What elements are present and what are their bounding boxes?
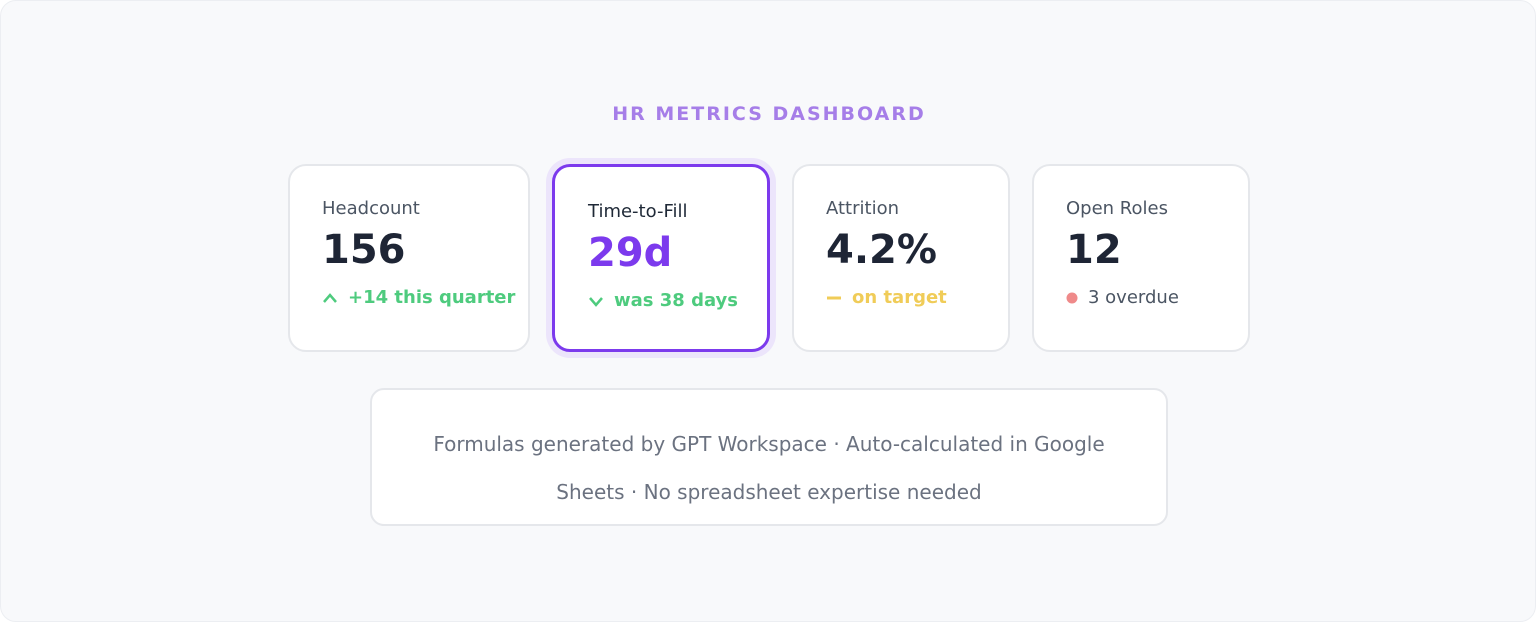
- card-note-row: 3 overdue: [1066, 287, 1248, 308]
- card-note-row: on target: [826, 287, 1008, 308]
- metric-card: Headcount 156 +14 this quarter: [288, 164, 530, 352]
- card-note-row: +14 this quarter: [322, 287, 528, 308]
- card-value: 4.2%: [826, 227, 937, 273]
- card-label: Headcount: [322, 198, 420, 219]
- card-note: was 38 days: [614, 290, 738, 311]
- card-note: +14 this quarter: [348, 287, 516, 308]
- card-label: Time-to-Fill: [588, 201, 688, 222]
- dot-icon: [1066, 292, 1078, 303]
- metric-card: Attrition 4.2% on target: [792, 164, 1010, 352]
- title: HR METRICS DASHBOARD: [612, 103, 926, 125]
- footer-note: Formulas generated by GPT Workspace · Au…: [370, 388, 1168, 526]
- flat-icon: [827, 296, 841, 299]
- card-value: 12: [1066, 227, 1122, 273]
- up-icon: [323, 292, 337, 303]
- card-value: 29d: [588, 230, 673, 276]
- metric-card-highlighted: Time-to-Fill 29d was 38 days: [552, 164, 770, 352]
- metric-card: Open Roles 12 3 overdue: [1032, 164, 1250, 352]
- card-note: 3 overdue: [1088, 287, 1179, 308]
- card-label: Open Roles: [1066, 198, 1168, 219]
- card-value: 156: [322, 227, 406, 273]
- card-note-row: was 38 days: [588, 290, 767, 311]
- card-label: Attrition: [826, 198, 899, 219]
- card-note: on target: [852, 287, 947, 308]
- down-icon: [589, 296, 603, 307]
